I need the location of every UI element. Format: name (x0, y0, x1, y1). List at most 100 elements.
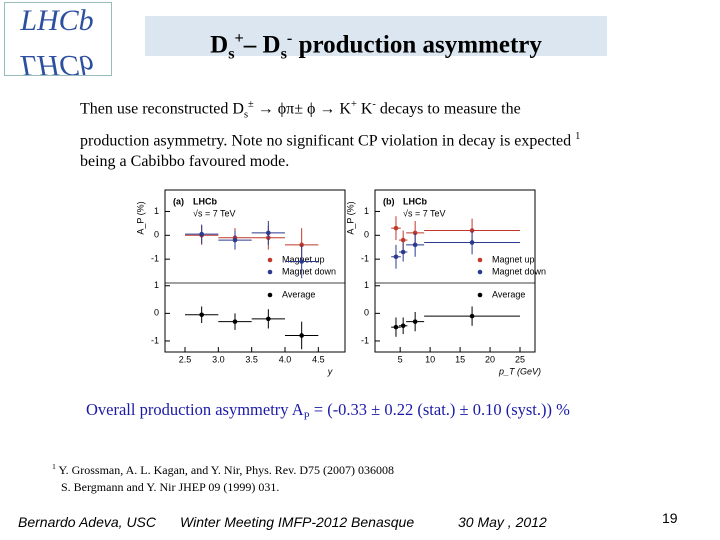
y-tick-label: 1 (364, 280, 369, 290)
data-point (412, 242, 418, 248)
footer-event: Winter Meeting IMFP-2012 Benasque (180, 514, 415, 530)
text-run: s (228, 44, 235, 63)
x-tick-label: 2.5 (179, 354, 192, 364)
text-run: - (286, 29, 293, 47)
y-tick-label: 0 (364, 230, 369, 240)
footnote-mark: 1 (52, 462, 56, 471)
x-tick-label: 15 (455, 354, 465, 364)
slide-title: Ds+– Ds- production asymmetry (145, 16, 607, 62)
y-tick-label: -1 (151, 254, 159, 264)
text-run: P (303, 410, 310, 423)
data-point (400, 323, 406, 329)
y-tick-label: 0 (154, 230, 159, 240)
legend-label: Magnet down (282, 266, 336, 276)
text-run: production asymmetry (292, 31, 542, 59)
text-run: 1 (575, 130, 581, 142)
text-run: being a Cabibbo favoured mode. (80, 152, 290, 170)
legend-label: Average (492, 289, 525, 299)
text-run: - (372, 99, 376, 110)
y-tick-label: 1 (154, 206, 159, 216)
figure: 5 10 15 20 25 -1 0 1 -1 0 1 p_T (GeV) A_P (%) (b) LHCb… (345, 189, 546, 376)
legend-label: Magnet up (492, 254, 535, 264)
data-point (469, 228, 475, 233)
data-point (400, 237, 406, 243)
data-point (469, 313, 475, 319)
x-tick-label: 3.5 (245, 354, 258, 364)
data-point (199, 231, 204, 237)
x-tick-label: 4.0 (279, 354, 292, 364)
legend-marker (477, 269, 483, 275)
legend-label: Magnet down (492, 266, 546, 276)
text-run: s (243, 109, 248, 121)
conclusion: Overall production asymmetry AP = (-0.33… (86, 400, 570, 422)
plot-frame (164, 189, 346, 353)
data-point (299, 259, 304, 264)
data-point (393, 324, 399, 330)
y-tick-label: -1 (361, 335, 369, 345)
footnote-line: 1 Y. Grossman, A. L. Kagan, and Y. Nir, … (52, 458, 394, 479)
text-run: D (210, 31, 229, 59)
page-number: 19 (662, 510, 678, 526)
y-tick-label: -1 (361, 254, 369, 264)
data-point (266, 230, 271, 236)
text-run: → ϕπ± ϕ → K (253, 100, 351, 118)
legend-marker (267, 257, 273, 263)
data-point (412, 319, 418, 324)
x-tick-label: 4.5 (312, 354, 325, 364)
body-text: Then use reconstructed Ds± → ϕπ± ϕ → K+ … (80, 94, 700, 172)
legend-marker (267, 292, 273, 298)
x-tick-label: 5 (398, 354, 403, 364)
y-axis-label: A_P (%) (135, 201, 145, 234)
body-line: being a Cabibbo favoured mode. (80, 151, 700, 172)
x-axis-label: y (327, 366, 333, 376)
y-tick-label: 1 (154, 280, 159, 290)
data-point (393, 254, 399, 260)
y-tick-label: -1 (151, 335, 159, 345)
data-point (469, 240, 475, 245)
x-tick-label: 3.0 (212, 354, 225, 364)
reference: S. Bergmann and Y. Nir JHEP 09 (1999) 03… (61, 480, 280, 494)
energy: √s = 7 TeV (193, 208, 236, 218)
logo-text: LHCb (19, 4, 93, 37)
legend-marker (477, 257, 483, 263)
text-run: ± (247, 99, 254, 110)
reference: Y. Grossman, A. L. Kagan, and Y. Nir, Ph… (58, 463, 394, 477)
data-point (232, 319, 238, 324)
x-axis-label: p_T (GeV) (498, 366, 541, 376)
text-run: s (280, 44, 287, 63)
data-point (232, 237, 238, 243)
footer-author: Bernardo Adeva, USC (18, 514, 156, 530)
footer-date: 30 May , 2012 (458, 514, 547, 530)
brand: LHCb (193, 196, 217, 206)
text-run: production asymmetry. Note no significan… (80, 131, 576, 149)
text-run: K (356, 100, 373, 118)
data-point (393, 225, 399, 231)
text-run: = (-0.33 ± 0.22 (stat.) ± 0.10 (syst.)) … (309, 400, 570, 419)
x-tick-label: 25 (515, 354, 525, 364)
data-point (400, 249, 406, 255)
body-line: production asymmetry. Note no significan… (80, 126, 700, 151)
text-run: + (350, 99, 357, 110)
x-tick-label: 10 (425, 354, 435, 364)
y-axis-label: A_P (%) (345, 201, 355, 234)
legend-marker (267, 269, 273, 275)
text-run: + (234, 29, 244, 47)
x-tick-label: 20 (485, 354, 495, 364)
text-run: Overall production asymmetry A (86, 400, 304, 419)
figure: 2.5 3.0 3.5 4.0 4.5 -1 0 1 -1 0 1 y A_P (%) (a) LHCb √s… (135, 189, 346, 376)
panel-tag: (a) (173, 196, 184, 206)
body-line: Then use reconstructed Ds± → ϕπ± ϕ → K+ … (80, 94, 700, 126)
text-run: decays to measure the (375, 100, 521, 118)
energy: √s = 7 TeV (403, 208, 446, 218)
logo-reflection: LHCb (19, 49, 93, 76)
data-point (299, 333, 304, 338)
legend-marker (477, 292, 483, 298)
legend-label: Magnet up (282, 254, 325, 264)
y-tick-label: 1 (364, 206, 369, 216)
data-point (199, 312, 204, 318)
y-tick-label: 0 (154, 308, 159, 318)
logo: LHCb LHCb (4, 2, 112, 76)
data-point (266, 316, 271, 322)
footnote: 1 Y. Grossman, A. L. Kagan, and Y. Nir, … (52, 458, 394, 496)
panel-tag: (b) (383, 196, 395, 206)
